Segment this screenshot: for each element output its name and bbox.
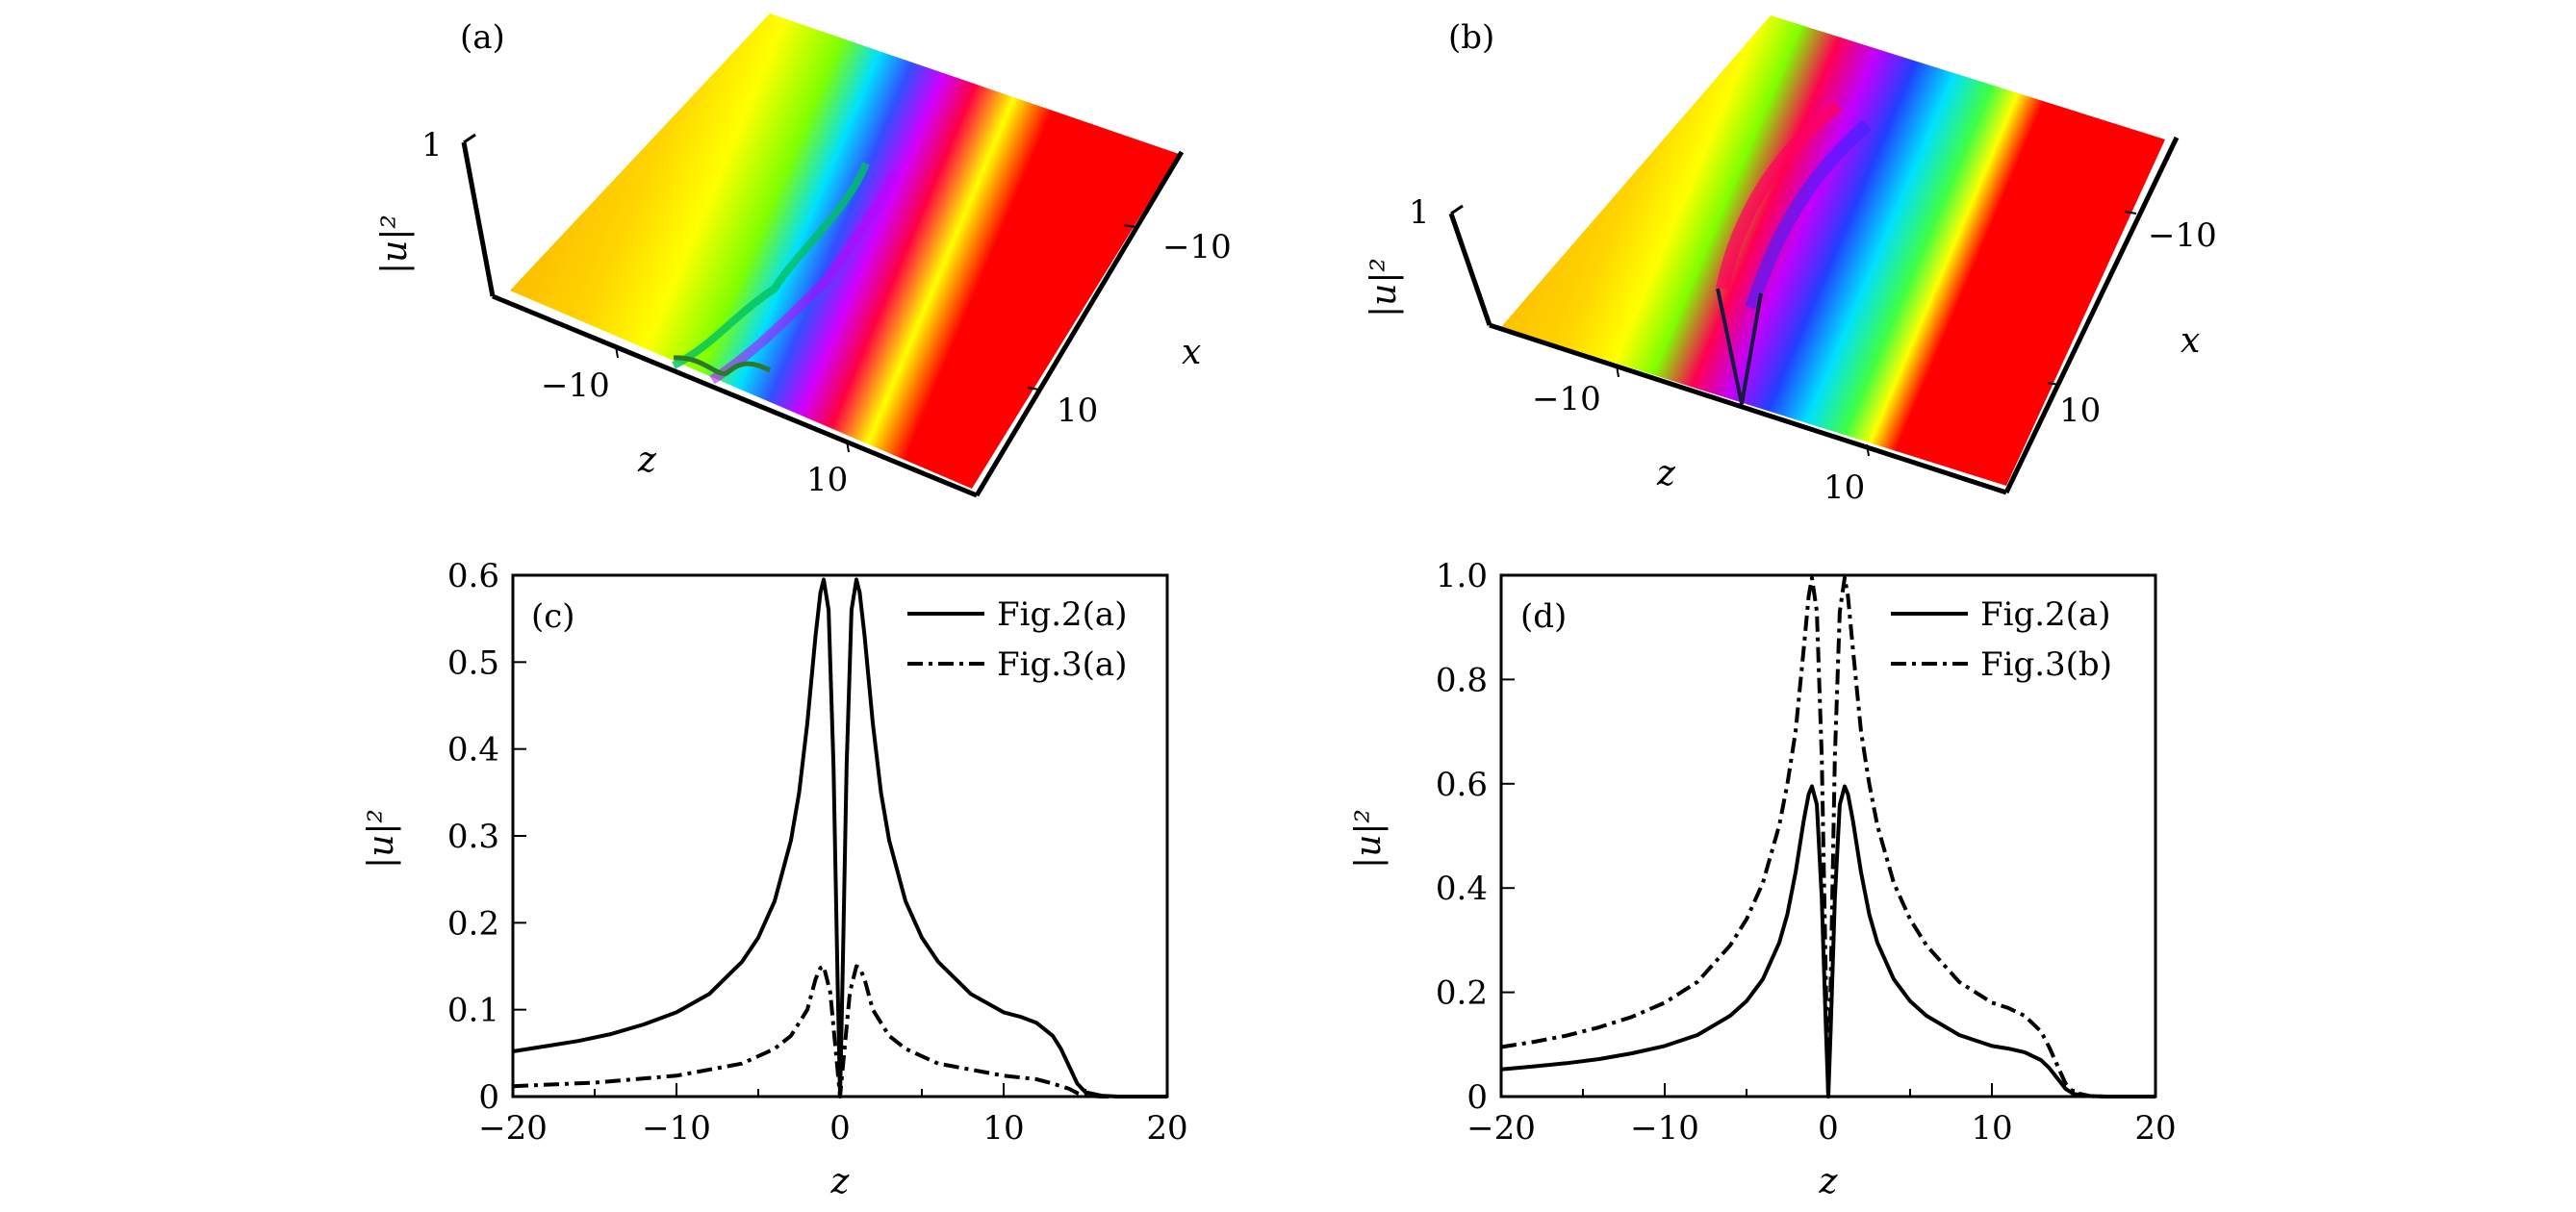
panel-a: (a) 1 |u|² −10 10 z −10 10 x (375, 13, 1232, 499)
y-tick-label: 0.8 (1436, 661, 1488, 699)
panel-d-ticks: −20 −10 0 10 20 0 0.2 0.4 0.6 0.8 1.0 (1436, 557, 2177, 1148)
series-line-2 (1500, 575, 2155, 1098)
panel-c-series (512, 577, 1167, 1098)
panel-d-ylabel: |u|² (1349, 809, 1389, 869)
x-tick-label: 10 (1971, 1109, 2012, 1148)
series-line-2 (512, 964, 1167, 1098)
x-tick-label: 0 (1818, 1109, 1839, 1148)
x-tick-label: −20 (1467, 1109, 1536, 1148)
panel-b-ztick-pos: 10 (1824, 468, 1865, 507)
panel-a-xbase-axis (974, 150, 1185, 497)
panel-b-xtick-pos: 10 (2059, 391, 2101, 430)
series-line-1 (512, 577, 1167, 1098)
x-tick-label: −20 (478, 1109, 548, 1148)
panel-b-xtick-neg: −10 (2148, 216, 2217, 255)
panel-a-zlabel: |u|² (375, 215, 415, 274)
x-tick-label: −10 (642, 1109, 711, 1148)
y-tick-label: 0.6 (1436, 766, 1488, 804)
x-tick-label: −10 (1630, 1109, 1699, 1148)
panel-b-xlabel: z (1656, 454, 1676, 493)
x-tick-label: 20 (2134, 1109, 2176, 1148)
panel-d-label: (d) (1520, 597, 1567, 636)
panel-d-xlabel: z (1819, 1162, 1839, 1201)
y-tick-label: 0.3 (447, 818, 499, 856)
panel-a-label: (a) (460, 18, 505, 57)
y-tick-label: 0 (1467, 1078, 1488, 1117)
panel-a-xtick-pos: 10 (1057, 391, 1098, 430)
panel-d-legend-label-1: Fig.2(a) (1980, 595, 2110, 634)
x-tick-label: 10 (982, 1109, 1024, 1148)
panel-b-surface (1501, 15, 2165, 486)
panel-d-legend-label-2: Fig.3(b) (1980, 645, 2112, 684)
panel-b-zlabel: |u|² (1365, 258, 1404, 317)
panel-d-legend: Fig.2(a) Fig.3(b) (1891, 595, 2112, 684)
panel-c-ticks: −20 −10 0 10 20 0 0.1 0.2 0.3 0.4 0.5 0.6 (447, 557, 1188, 1148)
panel-b-xbase-axis (2003, 136, 2180, 494)
panel-c-legend: Fig.2(a) Fig.3(a) (907, 595, 1127, 684)
panel-b-label: (b) (1448, 18, 1494, 57)
y-tick-label: 0.2 (447, 904, 499, 943)
panel-a-ztick: 1 (421, 126, 443, 164)
panel-a-zbase-axis (492, 293, 978, 498)
panel-b-zbase-axis (1489, 322, 2007, 495)
panel-c-ylabel: |u|² (362, 809, 401, 869)
panel-b-ztick-neg: −10 (1532, 380, 1601, 418)
y-tick-label: 0.2 (1436, 974, 1488, 1013)
panel-a-ztick-neg: −10 (541, 366, 610, 405)
y-tick-label: 0.1 (447, 992, 499, 1030)
panel-a-xtick-neg: −10 (1162, 228, 1232, 266)
y-tick-label: 1.0 (1436, 557, 1488, 595)
series-line-1 (1500, 784, 2155, 1098)
panel-d-series (1500, 575, 2155, 1098)
panel-b: (b) 1 |u|² −10 10 z −10 10 x (1365, 15, 2217, 507)
panel-c-xlabel: z (830, 1162, 851, 1201)
panel-a-zaxis (461, 141, 496, 297)
panel-c-legend-label-1: Fig.2(a) (997, 595, 1127, 634)
panel-b-ylabel: x (2181, 321, 2200, 361)
panel-a-xlabel: z (637, 441, 657, 480)
x-tick-label: 20 (1146, 1109, 1187, 1148)
y-tick-label: 0.5 (447, 644, 499, 682)
x-tick-label: 0 (829, 1109, 851, 1148)
y-tick-label: 0.6 (447, 557, 499, 595)
panel-d: (d) −20 −10 0 10 20 0 0.2 0.4 0.6 0.8 1.0 z |u|² F… (1349, 557, 2177, 1201)
panel-b-ztick: 1 (1409, 193, 1430, 232)
panel-c: (c) −20 −10 0 10 20 0 0.1 0.2 0.3 0.4 0.5 0.6 z |u|… (362, 557, 1188, 1201)
panel-c-legend-label-2: Fig.3(a) (997, 645, 1127, 684)
y-tick-label: 0.4 (1436, 870, 1488, 908)
panel-a-ylabel: x (1182, 333, 1201, 372)
panel-c-label: (c) (531, 597, 575, 636)
panel-b-zaxis (1448, 213, 1492, 326)
panel-a-ztick-pos: 10 (806, 461, 848, 499)
y-tick-label: 0 (478, 1078, 499, 1117)
y-tick-label: 0.4 (447, 731, 499, 770)
